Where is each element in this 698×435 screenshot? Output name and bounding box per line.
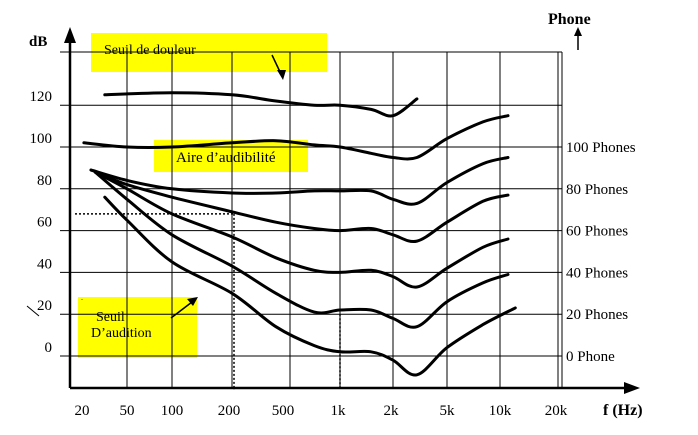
phone-axis-label: Phone	[548, 11, 591, 28]
curve-seuil-de-douleur	[103, 91, 419, 118]
x-tick-label: 200	[218, 403, 241, 419]
y-tick-label: 40	[37, 256, 52, 272]
y-axis-arrow-icon	[64, 27, 76, 43]
axes	[64, 27, 640, 394]
hearing-threshold-highlight	[78, 297, 197, 358]
x-tick-label: 10k	[489, 403, 512, 419]
hearing-threshold-label-line2: D’audition	[91, 326, 152, 341]
y-tick-label: 100	[30, 131, 53, 147]
curve-0-phone	[103, 195, 517, 377]
curve-40-phones	[93, 170, 510, 289]
curve-60-phones	[93, 170, 510, 243]
y-axis-label: dB	[29, 34, 47, 50]
pain-arrow-icon	[277, 70, 286, 80]
hearing-arrow-line	[170, 301, 193, 319]
phone-label: 40 Phones	[566, 265, 628, 281]
pain-threshold-label: Seuil de douleur	[104, 43, 196, 58]
series-group	[82, 91, 517, 377]
phone-label: 0 Phone	[566, 349, 615, 365]
audibility-area-label: Aire d’audibilité	[176, 150, 276, 166]
x-tick-labels: 20 50 100 200 500 1k 2k 5k 10k 20k	[75, 403, 568, 419]
x-tick-label: 50	[120, 403, 135, 419]
curve-100-phones	[82, 114, 510, 161]
phone-labels: 100 Phones 80 Phones 60 Phones 40 Phones 20 …	[566, 140, 636, 365]
curve-80-phones	[89, 156, 510, 206]
x-tick-label: 5k	[440, 403, 456, 419]
stray-tick	[26, 305, 40, 317]
x-axis-arrow-icon	[624, 382, 640, 394]
phone-label: 80 Phones	[566, 182, 628, 198]
y-tick-label: 80	[37, 173, 52, 189]
x-tick-label: 20	[75, 403, 90, 419]
hearing-arrow-icon	[187, 297, 198, 306]
x-tick-label: 2k	[384, 403, 400, 419]
phone-label: 100 Phones	[566, 140, 636, 156]
curve-20-phones	[93, 170, 510, 329]
x-tick-label: 20k	[545, 403, 568, 419]
phone-label: 60 Phones	[566, 224, 628, 240]
x-axis-label: f (Hz)	[603, 402, 643, 419]
hearing-threshold-label-line1: Seuil	[96, 310, 125, 325]
x-tick-label: 100	[161, 403, 184, 419]
y-tick-labels: 0 20 40 60 80 100 120	[30, 89, 53, 356]
y-tick-label: 20	[37, 298, 52, 314]
y-tick-label: 120	[30, 89, 53, 105]
x-tick-label: 500	[272, 403, 295, 419]
annotation-arrows	[26, 54, 286, 319]
y-tick-label: 60	[37, 215, 52, 231]
phone-axis-arrow-icon	[574, 27, 582, 36]
y-tick-label: 0	[45, 340, 53, 356]
x-tick-label: 1k	[331, 403, 347, 419]
phone-label: 20 Phones	[566, 307, 628, 323]
